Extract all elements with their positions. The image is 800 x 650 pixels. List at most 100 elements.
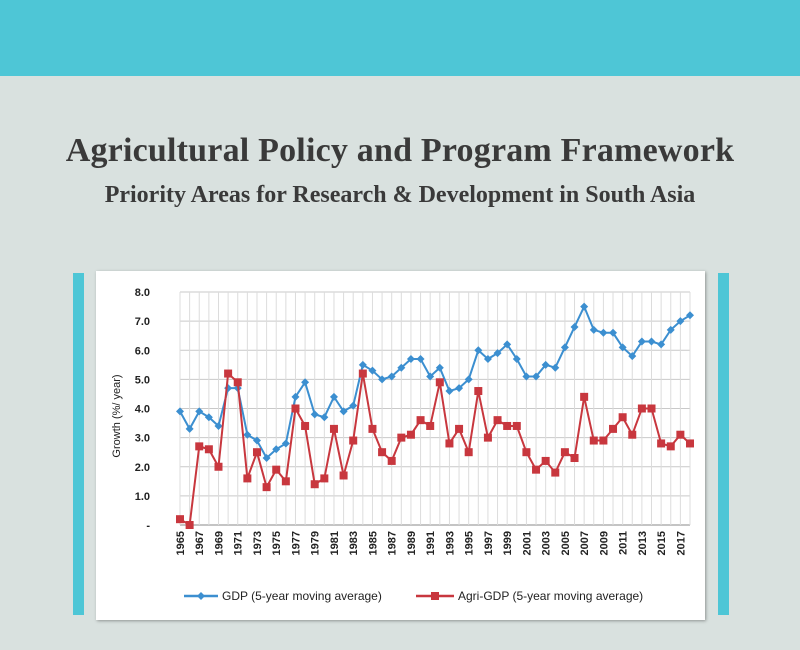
gdp-point (339, 407, 348, 416)
gdp-point (368, 366, 377, 375)
agri-gdp-point (378, 448, 387, 457)
gdp-point (532, 372, 541, 381)
gdp-point (406, 354, 415, 363)
agri-gdp-point (185, 521, 194, 529)
agri-gdp-point (474, 387, 483, 396)
agri-gdp-point (224, 369, 233, 378)
agri-gdp-point (301, 421, 310, 430)
agri-gdp-point (676, 430, 685, 439)
agri-gdp-point (320, 474, 329, 483)
agri-gdp-point (176, 515, 184, 524)
agri-gdp-point (541, 456, 550, 465)
agri-gdp-point (483, 433, 492, 442)
x-tick-label: 2013 (637, 531, 649, 555)
agri-gdp-point (445, 439, 454, 448)
agri-gdp-point (686, 439, 694, 448)
agri-gdp-point (570, 454, 579, 463)
agri-gdp-point (262, 483, 271, 492)
x-tick-label: 1985 (367, 531, 379, 555)
agri-gdp-point (339, 471, 348, 480)
agri-gdp-point (503, 421, 512, 430)
gdp-point (580, 302, 589, 311)
agri-gdp-point (589, 436, 598, 445)
gdp-point (358, 360, 367, 369)
legend-agri-marker (431, 592, 439, 600)
agri-gdp-point (618, 413, 627, 422)
y-tick-label: 6.0 (135, 345, 150, 357)
gdp-point (349, 401, 358, 410)
y-axis-label: Growth (%/ year) (111, 374, 123, 457)
gdp-point (474, 346, 483, 355)
gdp-point (320, 413, 329, 422)
agri-gdp-point (252, 448, 261, 457)
gdp-point (599, 328, 608, 337)
y-tick-label: 2.0 (135, 462, 150, 474)
page-subtitle: Priority Areas for Research & Developmen… (104, 182, 696, 208)
agri-gdp-point (195, 442, 204, 451)
gdp-point (176, 407, 184, 416)
gdp-point (493, 349, 502, 358)
agri-gdp-point (406, 430, 415, 439)
gdp-point (637, 337, 646, 346)
agri-gdp-point (310, 480, 319, 489)
right-accent-bar (718, 273, 729, 615)
y-tick-label: 5.0 (135, 374, 150, 386)
legend: GDP (5-year moving average) Agri-GDP (5-… (184, 589, 643, 603)
x-tick-label: 1969 (213, 531, 225, 555)
agri-gdp-point (493, 416, 502, 425)
x-tick-label: 2007 (579, 531, 591, 555)
x-tick-label: 2003 (541, 531, 553, 555)
gdp-point (551, 363, 560, 372)
x-tick-label: 1991 (425, 531, 437, 555)
x-tick-label: 1967 (194, 531, 206, 555)
gdp-point (435, 363, 444, 372)
agri-gdp-point (204, 445, 213, 454)
series-layer (176, 302, 694, 529)
y-tick-label: 8.0 (135, 287, 150, 299)
page-title: Agricultural Policy and Program Framewor… (65, 132, 735, 169)
gdp-point (686, 311, 694, 320)
agri-gdp-point (358, 369, 367, 378)
gdp-point (185, 424, 194, 433)
agri-gdp-point (599, 436, 608, 445)
x-tick-label: 1971 (233, 531, 245, 555)
left-accent-bar (73, 273, 84, 615)
agri-gdp-point (522, 448, 531, 457)
gdp-point (426, 372, 435, 381)
gdp-point (397, 363, 406, 372)
x-tick-label: 1989 (406, 531, 418, 555)
gdp-point (214, 421, 223, 430)
gdp-point (570, 322, 579, 331)
gdp-point (329, 392, 338, 401)
agri-gdp-point (329, 424, 338, 433)
agri-gdp-point (281, 477, 290, 486)
gdp-point (464, 375, 473, 384)
y-tick-label: 1.0 (135, 491, 150, 503)
gdp-point (618, 343, 627, 352)
gdp-point (387, 372, 396, 381)
x-tick-label: 2001 (521, 531, 533, 555)
agri-gdp-point (580, 392, 589, 401)
agri-gdp-point (647, 404, 656, 413)
gdp-point (666, 325, 675, 334)
gdp-point (657, 340, 666, 349)
gdp-point (416, 354, 425, 363)
gdp-point (676, 317, 685, 326)
agri-gdp-point (349, 436, 358, 445)
agri-gdp-point (272, 465, 281, 474)
gdp-point (541, 360, 550, 369)
top-banner (0, 0, 800, 76)
agri-gdp-point (214, 462, 223, 471)
gdp-point (310, 410, 319, 419)
gdp-point (483, 354, 492, 363)
gdp-point (609, 328, 618, 337)
agri-gdp-point (455, 424, 464, 433)
agri-gdp-point (426, 421, 435, 430)
x-tick-label: 1981 (329, 531, 341, 555)
y-tick-label: 4.0 (135, 404, 150, 416)
x-tick-label: 2005 (560, 531, 572, 555)
gdp-point (195, 407, 204, 416)
agri-gdp-point (416, 416, 425, 425)
agri-gdp-point (666, 442, 675, 451)
gdp-point (455, 384, 464, 393)
